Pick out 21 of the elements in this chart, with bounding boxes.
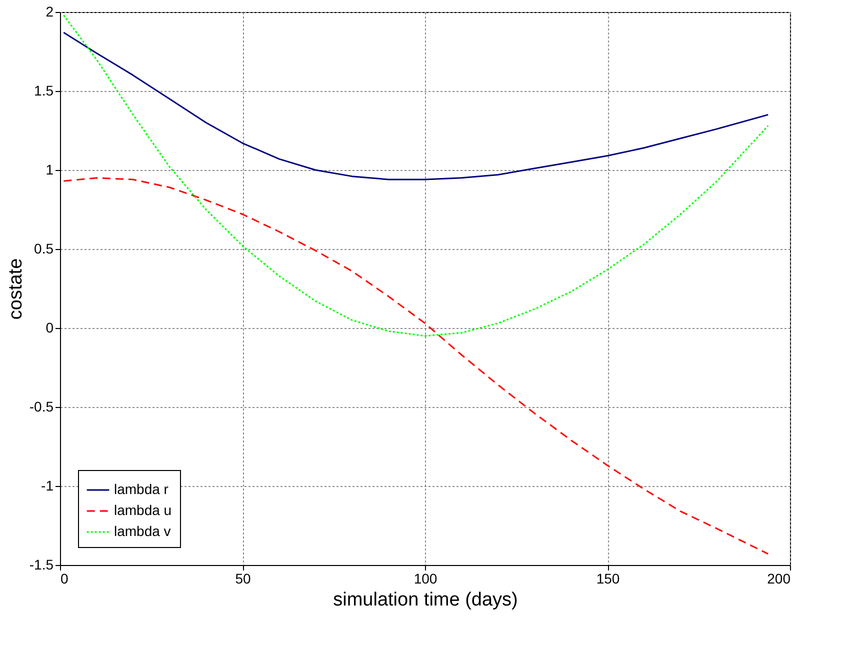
line-series bbox=[62, 32, 769, 180]
x-tick-label: 0 bbox=[60, 570, 68, 586]
y-tick-label: 1.5 bbox=[34, 82, 54, 98]
legend-label: lambda r bbox=[114, 481, 169, 497]
line-series bbox=[62, 14, 769, 337]
y-tick-label: 0 bbox=[46, 320, 54, 336]
x-axis-title: simulation time (days) bbox=[333, 590, 518, 610]
y-tick-label: -1 bbox=[41, 478, 54, 494]
y-tick-label: -1.5 bbox=[29, 556, 54, 572]
y-tick-label: 1 bbox=[46, 162, 54, 178]
y-tick-label: 2 bbox=[46, 4, 54, 20]
x-tick-label: 50 bbox=[235, 570, 251, 586]
legend-label: lambda u bbox=[114, 502, 172, 518]
legend-label: lambda v bbox=[114, 523, 171, 539]
line-series bbox=[62, 177, 769, 555]
y-tick-label: 0.5 bbox=[34, 240, 54, 256]
x-tick-label: 100 bbox=[414, 570, 438, 586]
y-tick-label: -0.5 bbox=[29, 398, 54, 414]
x-tick-label: 150 bbox=[596, 570, 620, 586]
y-axis-title: costate bbox=[5, 258, 26, 320]
x-tick-label: 200 bbox=[767, 570, 791, 586]
